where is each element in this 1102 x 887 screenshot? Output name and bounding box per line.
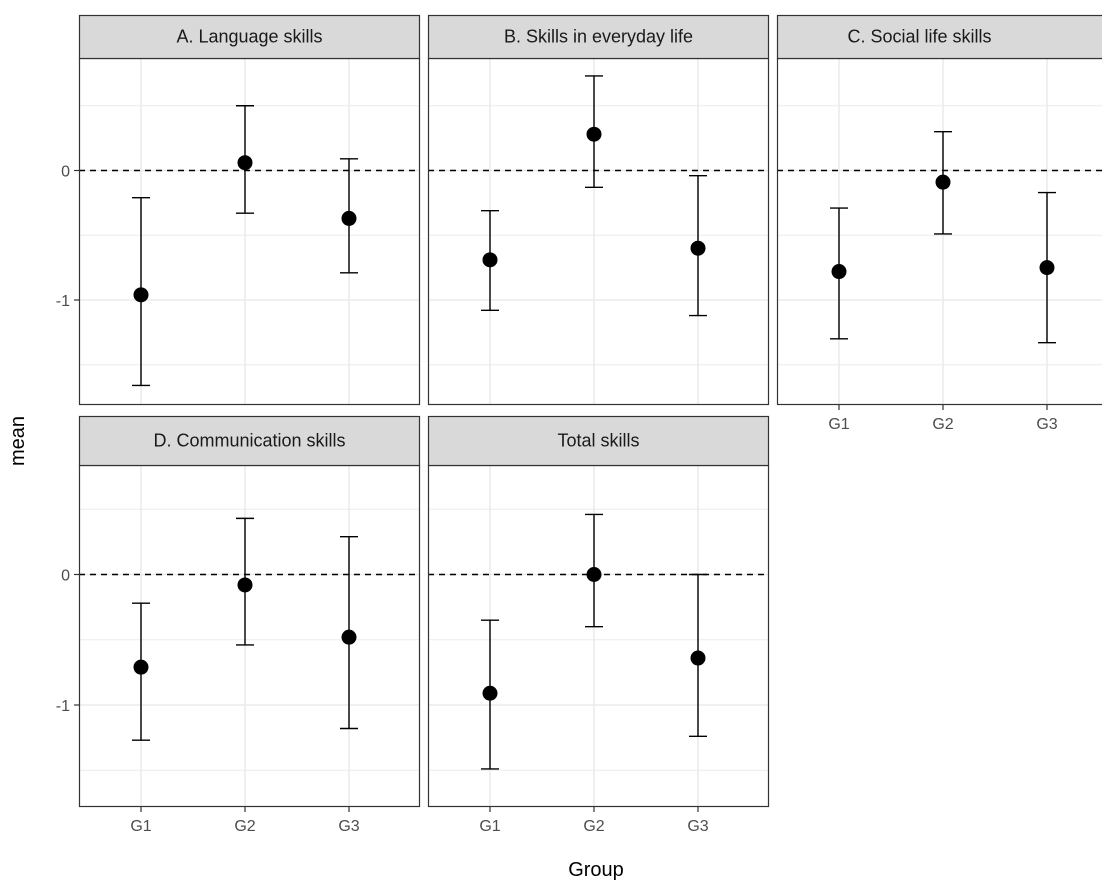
data-point [342, 630, 357, 645]
x-tick-label: G1 [479, 818, 500, 835]
x-tick-label: G2 [932, 416, 953, 433]
data-point [134, 660, 149, 675]
strip-title: Total skills [557, 431, 639, 451]
strip-title: B. Skills in everyday life [504, 27, 693, 47]
panel-background [79, 58, 420, 405]
data-point [483, 252, 498, 267]
x-tick-label: G3 [338, 818, 359, 835]
strip-title: A. Language skills [176, 27, 322, 47]
facet-panel: Total skills G1 G2 G3 [428, 417, 769, 836]
x-tick-label: G3 [1036, 416, 1057, 433]
x-tick-label: G1 [828, 416, 849, 433]
data-point [936, 175, 951, 190]
x-tick-label: G1 [130, 818, 151, 835]
panel-background [428, 58, 769, 405]
y-tick-label: -1 [56, 293, 70, 310]
data-point [342, 211, 357, 226]
data-point [691, 651, 706, 666]
strip-title: D. Communication skills [153, 431, 345, 451]
data-point [238, 577, 253, 592]
data-point [587, 127, 602, 142]
x-tick-label: G3 [687, 818, 708, 835]
facet-panel: D. Communication skills -1 0 G1 G2 G3 [56, 417, 420, 836]
facet-panel: A. Language skills -1 0 [56, 16, 420, 406]
data-point [691, 241, 706, 256]
facet-panel: C. Social life skills G1 G2 G3 [777, 16, 1102, 434]
panel-background [428, 465, 769, 807]
facet-panel: B. Skills in everyday life [428, 16, 769, 406]
y-tick-label: 0 [61, 164, 70, 181]
data-point [587, 567, 602, 582]
panel-background [777, 58, 1102, 405]
y-axis-title: mean [7, 416, 29, 466]
panel-background [79, 465, 420, 807]
x-axis-title: Group [568, 859, 624, 881]
data-point [832, 264, 847, 279]
data-point [1040, 260, 1055, 275]
data-point [483, 686, 498, 701]
strip-title: C. Social life skills [847, 27, 991, 47]
x-tick-label: G2 [583, 818, 604, 835]
y-tick-label: 0 [61, 568, 70, 585]
y-tick-label: -1 [56, 698, 70, 715]
x-tick-label: G2 [234, 818, 255, 835]
data-point [134, 287, 149, 302]
data-point [238, 155, 253, 170]
